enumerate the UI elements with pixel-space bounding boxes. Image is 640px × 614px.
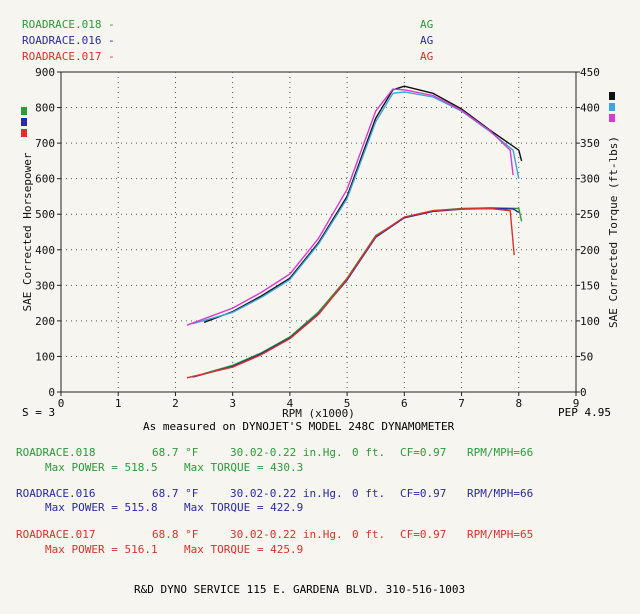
run-2-max-power: Max POWER = 515.8	[45, 501, 158, 514]
y2-tick-label: 350	[580, 137, 600, 150]
y2-tick-label: 450	[580, 66, 600, 79]
legend-run-1-tag: AG	[420, 18, 434, 31]
y2-axis-label: SAE Corrected Torque (ft-lbs)	[607, 136, 620, 328]
y2-tick-label: 150	[580, 279, 600, 292]
y2-tick-label: 50	[580, 350, 593, 363]
run-1-max-power: Max POWER = 518.5	[45, 461, 158, 474]
run-1-temp: 68.7 °F	[152, 446, 199, 459]
run-2-max-torque: Max TORQUE = 422.9	[184, 501, 304, 514]
color-key-right	[609, 92, 615, 100]
run-3-alt: 0 ft.	[352, 528, 386, 541]
x-tick-label: 6	[401, 397, 408, 410]
x-axis-label: RPM (x1000)	[282, 407, 355, 420]
y-tick-label: 900	[35, 66, 55, 79]
color-key-left	[21, 118, 27, 126]
run-1-cf: CF=0.97	[400, 446, 447, 459]
y-tick-label: 500	[35, 208, 55, 221]
x-tick-label: 0	[58, 397, 65, 410]
y-tick-label: 300	[35, 279, 55, 292]
x-tick-label: 3	[229, 397, 236, 410]
color-key-left	[21, 107, 27, 115]
shop-address: R&D DYNO SERVICE 115 E. GARDENA BLVD. 31…	[134, 583, 466, 596]
y-tick-label: 0	[48, 386, 55, 399]
y-axis-label: SAE Corrected Horsepower	[21, 152, 34, 311]
legend-run-3: ROADRACE.017 -	[22, 50, 115, 63]
run-1-ratio: RPM/MPH=66	[467, 446, 534, 459]
y2-tick-label: 100	[580, 315, 600, 328]
y2-tick-label: 300	[580, 173, 600, 186]
color-key-right	[609, 114, 615, 122]
y-tick-label: 100	[35, 350, 55, 363]
run-3-temp: 68.8 °F	[152, 528, 199, 541]
x-tick-label: 4	[287, 397, 294, 410]
color-key-right	[609, 103, 615, 111]
series-line-roadrace-018-right	[203, 85, 523, 323]
y-tick-label: 200	[35, 315, 55, 328]
run-1-alt: 0 ft.	[352, 446, 386, 459]
series-line-roadrace-018-left	[203, 207, 523, 375]
measured-note: As measured on DYNOJET'S MODEL 248C DYNA…	[143, 420, 455, 433]
run-2-temp: 68.7 °F	[152, 487, 199, 500]
run-3-ratio: RPM/MPH=65	[467, 528, 534, 541]
run-2-baro: 30.02-0.22 in.Hg.	[230, 487, 343, 500]
y2-tick-label: 400	[580, 102, 600, 115]
run-2-name: ROADRACE.016	[16, 487, 96, 500]
smoothing-label: S = 3	[22, 406, 56, 419]
x-tick-label: 8	[515, 397, 522, 410]
y2-tick-label: 200	[580, 244, 600, 257]
legend-run-3-tag: AG	[420, 50, 434, 63]
run-3-cf: CF=0.97	[400, 528, 447, 541]
y-tick-label: 600	[35, 173, 55, 186]
color-key-left	[21, 129, 27, 137]
x-tick-label: 5	[344, 397, 351, 410]
series-line-roadrace-016-left	[192, 207, 520, 378]
plot-frame	[60, 71, 577, 393]
legend-run-2: ROADRACE.016 -	[22, 34, 115, 47]
y2-tick-label: 250	[580, 208, 600, 221]
run-2-cf: CF=0.97	[400, 487, 447, 500]
legend-run-2-tag: AG	[420, 34, 434, 47]
x-tick-label: 2	[172, 397, 179, 410]
x-tick-label: 9	[573, 397, 580, 410]
run-3-baro: 30.02-0.22 in.Hg.	[230, 528, 343, 541]
run-1-name: ROADRACE.018	[16, 446, 96, 459]
run-2-alt: 0 ft.	[352, 487, 386, 500]
y-tick-label: 700	[35, 137, 55, 150]
y2-tick-label: 0	[580, 386, 587, 399]
x-tick-label: 7	[458, 397, 465, 410]
run-3-max-power: Max POWER = 516.1	[45, 543, 158, 556]
run-3-max-torque: Max TORQUE = 425.9	[184, 543, 304, 556]
run-1-max-torque: Max TORQUE = 430.3	[184, 461, 304, 474]
run-3-name: ROADRACE.017	[16, 528, 96, 541]
series-line-roadrace-017-left	[186, 207, 515, 379]
run-2-ratio: RPM/MPH=66	[467, 487, 534, 500]
y-tick-label: 800	[35, 102, 55, 115]
run-1-baro: 30.02-0.22 in.Hg.	[230, 446, 343, 459]
series-line-roadrace-017-right	[186, 88, 514, 326]
legend-run-1: ROADRACE.018 -	[22, 18, 115, 31]
pep-label: PEP 4.95	[558, 406, 611, 419]
y-tick-label: 400	[35, 244, 55, 257]
x-tick-label: 1	[115, 397, 122, 410]
